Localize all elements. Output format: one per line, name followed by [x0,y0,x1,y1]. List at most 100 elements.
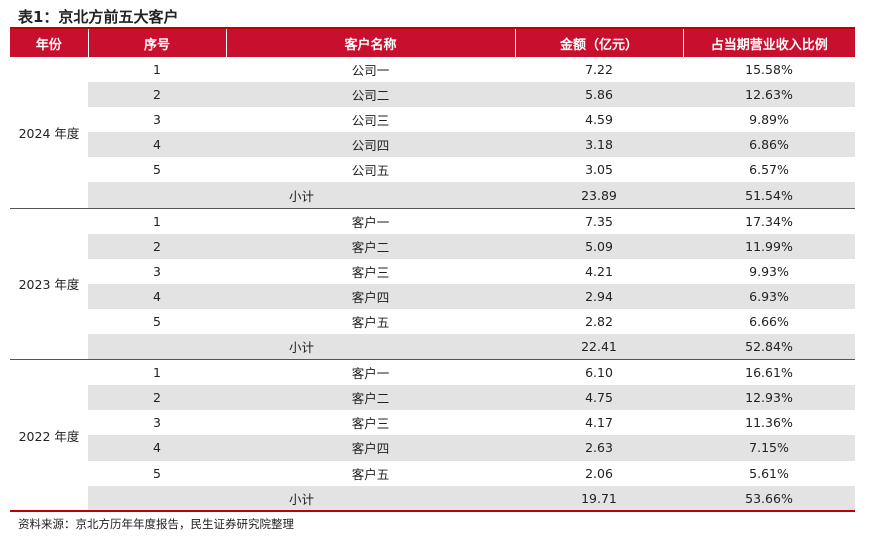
index-cell: 2 [88,82,226,108]
amount-cell: 2.63 [515,435,683,461]
amount-cell: 3.18 [515,132,683,158]
table-row: 4 客户四 2.63 7.15% [10,435,855,461]
top-customers-table: 年份 序号 客户名称 金额（亿元） 占当期营业收入比例 2024 年度 1 公司一 7… [10,29,855,512]
year-cell: 2024 年度 [10,57,88,209]
share-cell: 15.58% [745,62,793,78]
header-index: 序号 [87,29,226,57]
header-customer-name: 客户名称 [225,29,515,57]
index-cell: 1 [153,213,161,229]
share-cell: 11.36% [745,415,793,431]
share-cell: 9.93% [749,263,789,279]
index-cell: 5 [153,465,161,481]
customer-name-cell: 公司三 [351,113,390,129]
index-cell: 3 [153,263,161,279]
share-cell: 9.89% [749,112,789,128]
index-cell: 4 [88,132,226,158]
bottom-rule [10,510,855,512]
table-row: 2 客户二 4.75 12.93% [10,385,855,411]
index-cell: 2 [88,385,226,411]
customer-name-cell: 公司一 [351,63,390,79]
customer-name-cell: 公司五 [351,163,390,179]
amount-cell: 5.09 [515,233,683,259]
amount-cell: 4.17 [585,415,613,431]
subtotal-amount: 22.41 [515,334,683,361]
index-cell: 1 [153,365,161,381]
subtotal-label: 小计 [88,182,515,209]
table-title: 表1：京北方前五大客户 [18,8,179,26]
amount-cell: 2.06 [585,465,613,481]
table-row: 2023 年度 1 客户一 7.35 17.34% [10,208,855,361]
header-year: 年份 [10,29,88,57]
header-revenue-share: 占当期营业收入比例 [682,29,855,57]
amount-cell: 5.86 [515,82,683,108]
top-rule [10,27,855,29]
table-row: 5 客户五 2.82 6.66% [10,309,855,334]
share-cell: 12.93% [683,385,855,411]
amount-cell: 3.05 [585,162,613,178]
table-row: 4 客户四 2.94 6.93% [10,283,855,309]
subtotal-row: 小计 22.41 52.84% [10,334,855,361]
table-row: 2 客户二 5.09 11.99% [10,233,855,259]
subtotal-label: 小计 [88,485,515,512]
table-row: 4 公司四 3.18 6.86% [10,132,855,158]
header-row: 年份 序号 客户名称 金额（亿元） 占当期营业收入比例 [10,29,855,57]
share-cell: 5.61% [749,465,789,481]
customer-name-cell: 客户一 [351,366,390,382]
source-note: 资料来源：京北方历年年度报告，民生证券研究院整理 [18,517,294,531]
share-cell: 6.93% [683,283,855,309]
subtotal-amount: 19.71 [515,485,683,512]
amount-cell: 4.21 [585,263,613,279]
subtotal-share: 52.84% [683,334,855,361]
share-cell: 7.15% [683,435,855,461]
index-cell: 5 [153,162,161,178]
amount-cell: 4.59 [585,112,613,128]
subtotal-share: 51.54% [683,182,855,209]
share-cell: 6.57% [749,162,789,178]
index-cell: 1 [153,62,161,78]
share-cell: 6.66% [749,313,789,329]
table-row: 3 公司三 4.59 9.89% [10,107,855,132]
customer-name-cell: 客户二 [226,385,515,411]
table-row: 3 客户三 4.17 11.36% [10,410,855,435]
customer-name-cell: 公司四 [226,132,515,158]
amount-cell: 4.75 [515,385,683,411]
table-row: 3 客户三 4.21 9.93% [10,259,855,284]
table-body: 2024 年度 1 公司一 7.22 15.58% 2 公司二 5.86 12.63% 3 公司三 4… [10,57,855,512]
share-cell: 16.61% [745,365,793,381]
share-cell: 6.86% [683,132,855,158]
amount-cell: 7.22 [585,62,613,78]
subtotal-label: 小计 [88,334,515,361]
customer-name-cell: 客户三 [351,416,390,432]
customer-name-cell: 客户四 [226,435,515,461]
amount-cell: 2.82 [585,313,613,329]
share-cell: 11.99% [683,233,855,259]
subtotal-amount: 23.89 [515,182,683,209]
share-cell: 17.34% [745,213,793,229]
amount-cell: 2.94 [515,283,683,309]
table-row: 5 公司五 3.05 6.57% [10,157,855,182]
customer-name-cell: 客户一 [351,214,390,230]
subtotal-share: 53.66% [683,485,855,512]
subtotal-row: 小计 19.71 53.66% [10,485,855,512]
customer-name-cell: 客户四 [226,283,515,309]
amount-cell: 7.35 [585,213,613,229]
share-cell: 12.63% [683,82,855,108]
index-cell: 2 [88,233,226,259]
customer-name-cell: 公司二 [226,82,515,108]
index-cell: 3 [153,112,161,128]
customer-name-cell: 客户五 [351,466,390,482]
customer-name-cell: 客户五 [351,314,390,330]
customer-name-cell: 客户三 [351,264,390,280]
index-cell: 4 [88,283,226,309]
year-cell: 2023 年度 [10,208,88,361]
header-amount: 金额（亿元） [514,29,683,57]
index-cell: 5 [153,313,161,329]
table-row: 2024 年度 1 公司一 7.22 15.58% [10,57,855,209]
customer-name-cell: 客户二 [226,233,515,259]
subtotal-row: 小计 23.89 51.54% [10,182,855,209]
table-row: 5 客户五 2.06 5.61% [10,461,855,486]
year-cell: 2022 年度 [10,359,88,512]
table-row: 2 公司二 5.86 12.63% [10,82,855,108]
index-cell: 4 [88,435,226,461]
index-cell: 3 [153,415,161,431]
